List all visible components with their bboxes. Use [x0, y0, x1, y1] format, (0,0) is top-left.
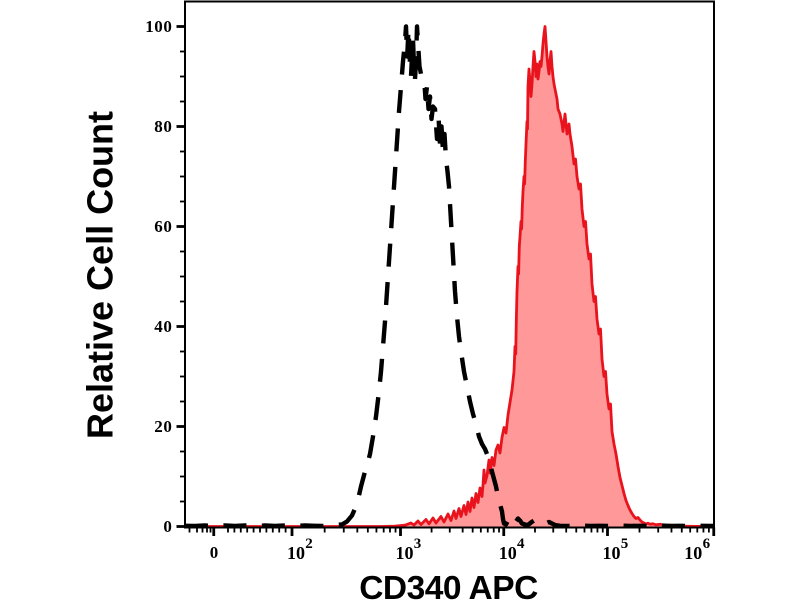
svg-text:80: 80: [154, 117, 172, 136]
svg-text:0: 0: [163, 517, 172, 536]
svg-text:10: 10: [684, 543, 702, 563]
svg-text:10: 10: [603, 543, 621, 563]
svg-text:40: 40: [154, 317, 172, 336]
svg-text:6: 6: [703, 536, 711, 552]
svg-text:2: 2: [305, 536, 313, 552]
svg-text:60: 60: [154, 217, 172, 236]
svg-text:3: 3: [414, 536, 422, 552]
svg-text:20: 20: [154, 417, 172, 436]
svg-text:0: 0: [210, 543, 219, 562]
svg-text:100: 100: [145, 17, 172, 36]
svg-text:10: 10: [396, 543, 414, 563]
svg-text:5: 5: [621, 536, 629, 552]
svg-text:4: 4: [517, 536, 525, 552]
svg-text:CD340 APC: CD340 APC: [359, 570, 538, 600]
svg-text:Relative Cell Count: Relative Cell Count: [80, 111, 121, 439]
svg-text:10: 10: [499, 543, 517, 563]
svg-text:10: 10: [287, 543, 305, 563]
